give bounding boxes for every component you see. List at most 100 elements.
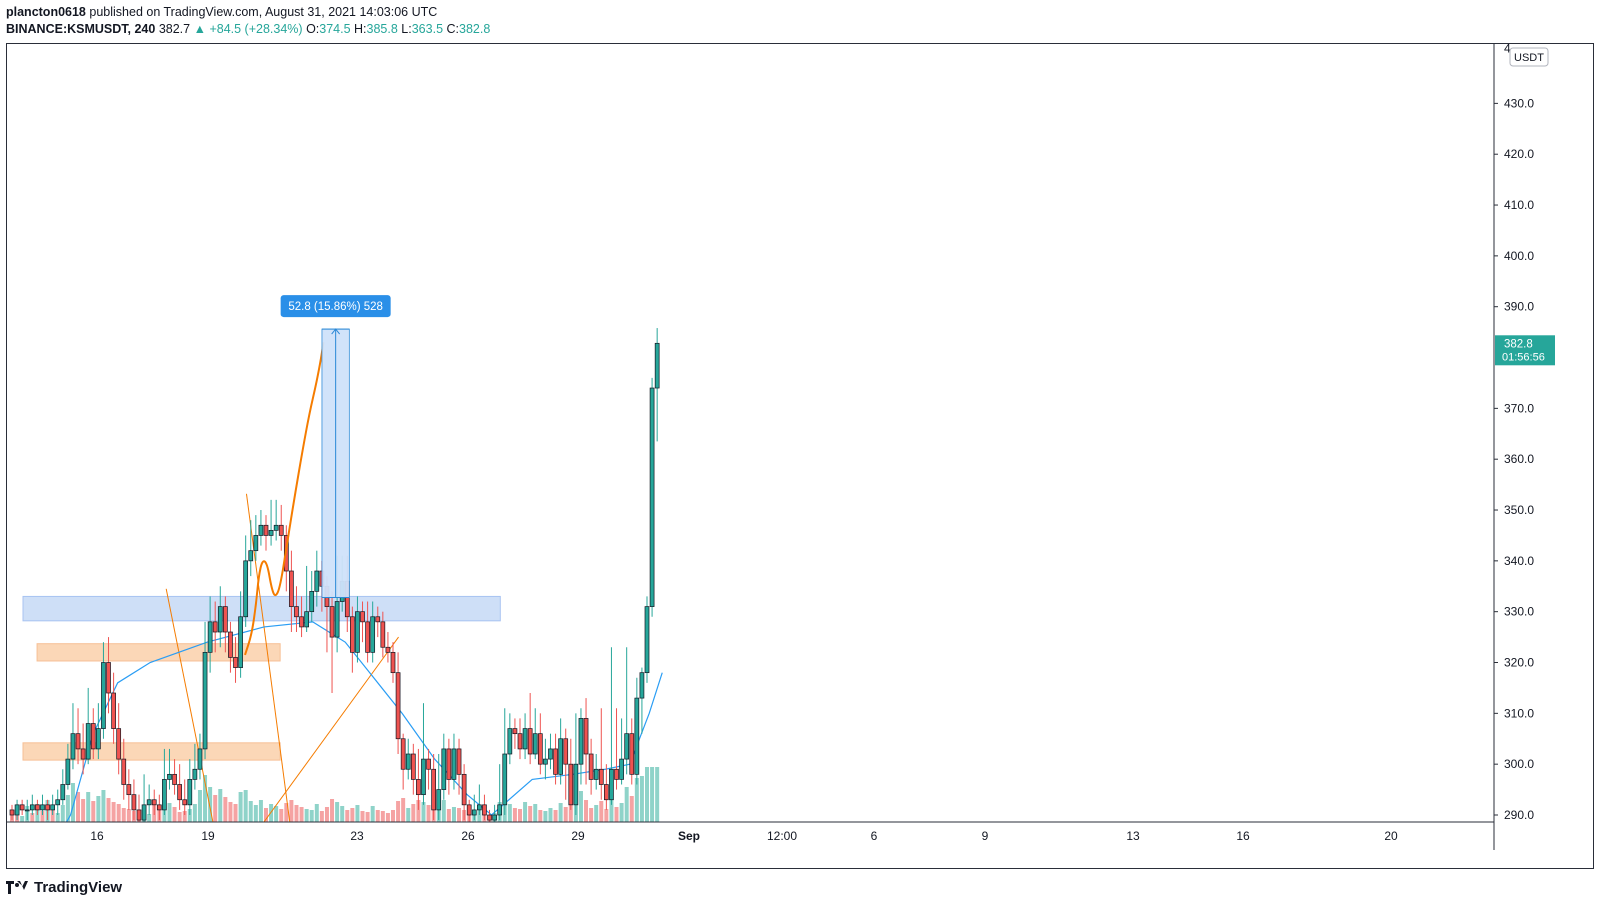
candle[interactable] — [314, 550, 320, 607]
candle[interactable] — [649, 377, 655, 617]
candle[interactable] — [410, 743, 416, 795]
candle[interactable] — [451, 733, 457, 790]
candle[interactable] — [360, 601, 365, 643]
trendline[interactable] — [165, 588, 214, 825]
candle[interactable] — [461, 764, 467, 821]
zone-orange-lower[interactable] — [22, 742, 281, 761]
candle[interactable] — [273, 499, 279, 541]
candle[interactable] — [553, 733, 558, 785]
candle[interactable] — [299, 596, 304, 638]
candle[interactable] — [370, 601, 376, 663]
candle[interactable] — [609, 647, 614, 805]
candle[interactable] — [146, 784, 152, 815]
candle[interactable] — [578, 708, 584, 785]
tradingview-logo[interactable]: TradingView — [6, 879, 122, 896]
candle[interactable] — [24, 799, 30, 821]
candle[interactable] — [446, 738, 452, 795]
candle[interactable] — [466, 799, 472, 825]
candle[interactable] — [29, 794, 35, 815]
candle[interactable] — [426, 748, 431, 790]
candle[interactable] — [573, 713, 579, 815]
candle[interactable] — [243, 535, 249, 627]
candle[interactable] — [126, 769, 132, 810]
zone-orange-upper[interactable] — [36, 643, 281, 662]
candle[interactable] — [355, 596, 360, 663]
candle[interactable] — [436, 754, 442, 821]
candle[interactable] — [217, 586, 223, 648]
candle[interactable] — [9, 804, 15, 821]
candle[interactable] — [522, 713, 528, 760]
candle[interactable] — [192, 743, 198, 790]
candle[interactable] — [167, 748, 172, 790]
candle[interactable] — [598, 708, 604, 800]
candle[interactable] — [421, 703, 426, 805]
candle[interactable] — [263, 515, 269, 551]
candle[interactable] — [65, 743, 71, 790]
candle[interactable] — [106, 637, 111, 714]
trendline[interactable] — [263, 636, 399, 823]
candle[interactable] — [90, 708, 96, 760]
candle[interactable] — [644, 596, 650, 683]
candle[interactable] — [294, 586, 299, 633]
candle[interactable] — [75, 708, 81, 765]
candle[interactable] — [70, 703, 76, 770]
candle[interactable] — [380, 611, 386, 658]
candle[interactable] — [233, 637, 238, 683]
candle[interactable] — [223, 596, 228, 653]
candle[interactable] — [248, 520, 254, 577]
candle[interactable] — [441, 733, 447, 800]
candle[interactable] — [654, 328, 660, 442]
candle[interactable] — [202, 621, 208, 760]
candle[interactable] — [258, 510, 264, 546]
candle[interactable] — [614, 708, 619, 790]
candle[interactable] — [634, 677, 640, 785]
candle[interactable] — [40, 794, 45, 815]
candle[interactable] — [624, 647, 630, 775]
candle[interactable] — [238, 591, 243, 678]
candle[interactable] — [405, 738, 411, 780]
candle[interactable] — [477, 784, 482, 815]
candle[interactable] — [19, 799, 25, 815]
candle[interactable] — [385, 632, 391, 663]
candle[interactable] — [497, 764, 503, 821]
candle[interactable] — [121, 738, 127, 800]
candle[interactable] — [517, 718, 523, 760]
candle[interactable] — [629, 718, 635, 785]
candle[interactable] — [85, 687, 91, 765]
candle[interactable] — [416, 748, 421, 810]
candle[interactable] — [207, 596, 213, 673]
candle[interactable] — [101, 642, 106, 739]
candle[interactable] — [131, 779, 137, 821]
candle[interactable] — [639, 667, 645, 734]
candle[interactable] — [14, 799, 20, 821]
candle[interactable] — [619, 718, 624, 785]
candle[interactable] — [527, 693, 533, 765]
candle[interactable] — [60, 769, 66, 805]
candle[interactable] — [507, 713, 513, 765]
candle[interactable] — [116, 703, 122, 775]
candle[interactable] — [268, 499, 274, 546]
candle[interactable] — [588, 738, 594, 795]
candle[interactable] — [309, 571, 315, 622]
candle[interactable] — [329, 591, 335, 694]
candle[interactable] — [197, 733, 203, 780]
candle[interactable] — [375, 606, 381, 638]
candle[interactable] — [50, 794, 55, 815]
author-name[interactable]: plancton0618 — [6, 5, 86, 19]
candle[interactable] — [177, 764, 182, 810]
candle[interactable] — [55, 789, 61, 815]
candle[interactable] — [350, 606, 355, 673]
candle[interactable] — [593, 754, 599, 790]
candle[interactable] — [172, 759, 177, 795]
candle[interactable] — [512, 718, 518, 749]
candle[interactable] — [80, 723, 86, 775]
candle[interactable] — [278, 504, 284, 551]
candle[interactable] — [583, 698, 589, 785]
candle[interactable] — [136, 794, 142, 825]
candle[interactable] — [151, 789, 157, 815]
candle[interactable] — [156, 794, 162, 821]
candle[interactable] — [456, 738, 462, 795]
candle[interactable] — [187, 759, 193, 815]
candle[interactable] — [45, 799, 50, 821]
